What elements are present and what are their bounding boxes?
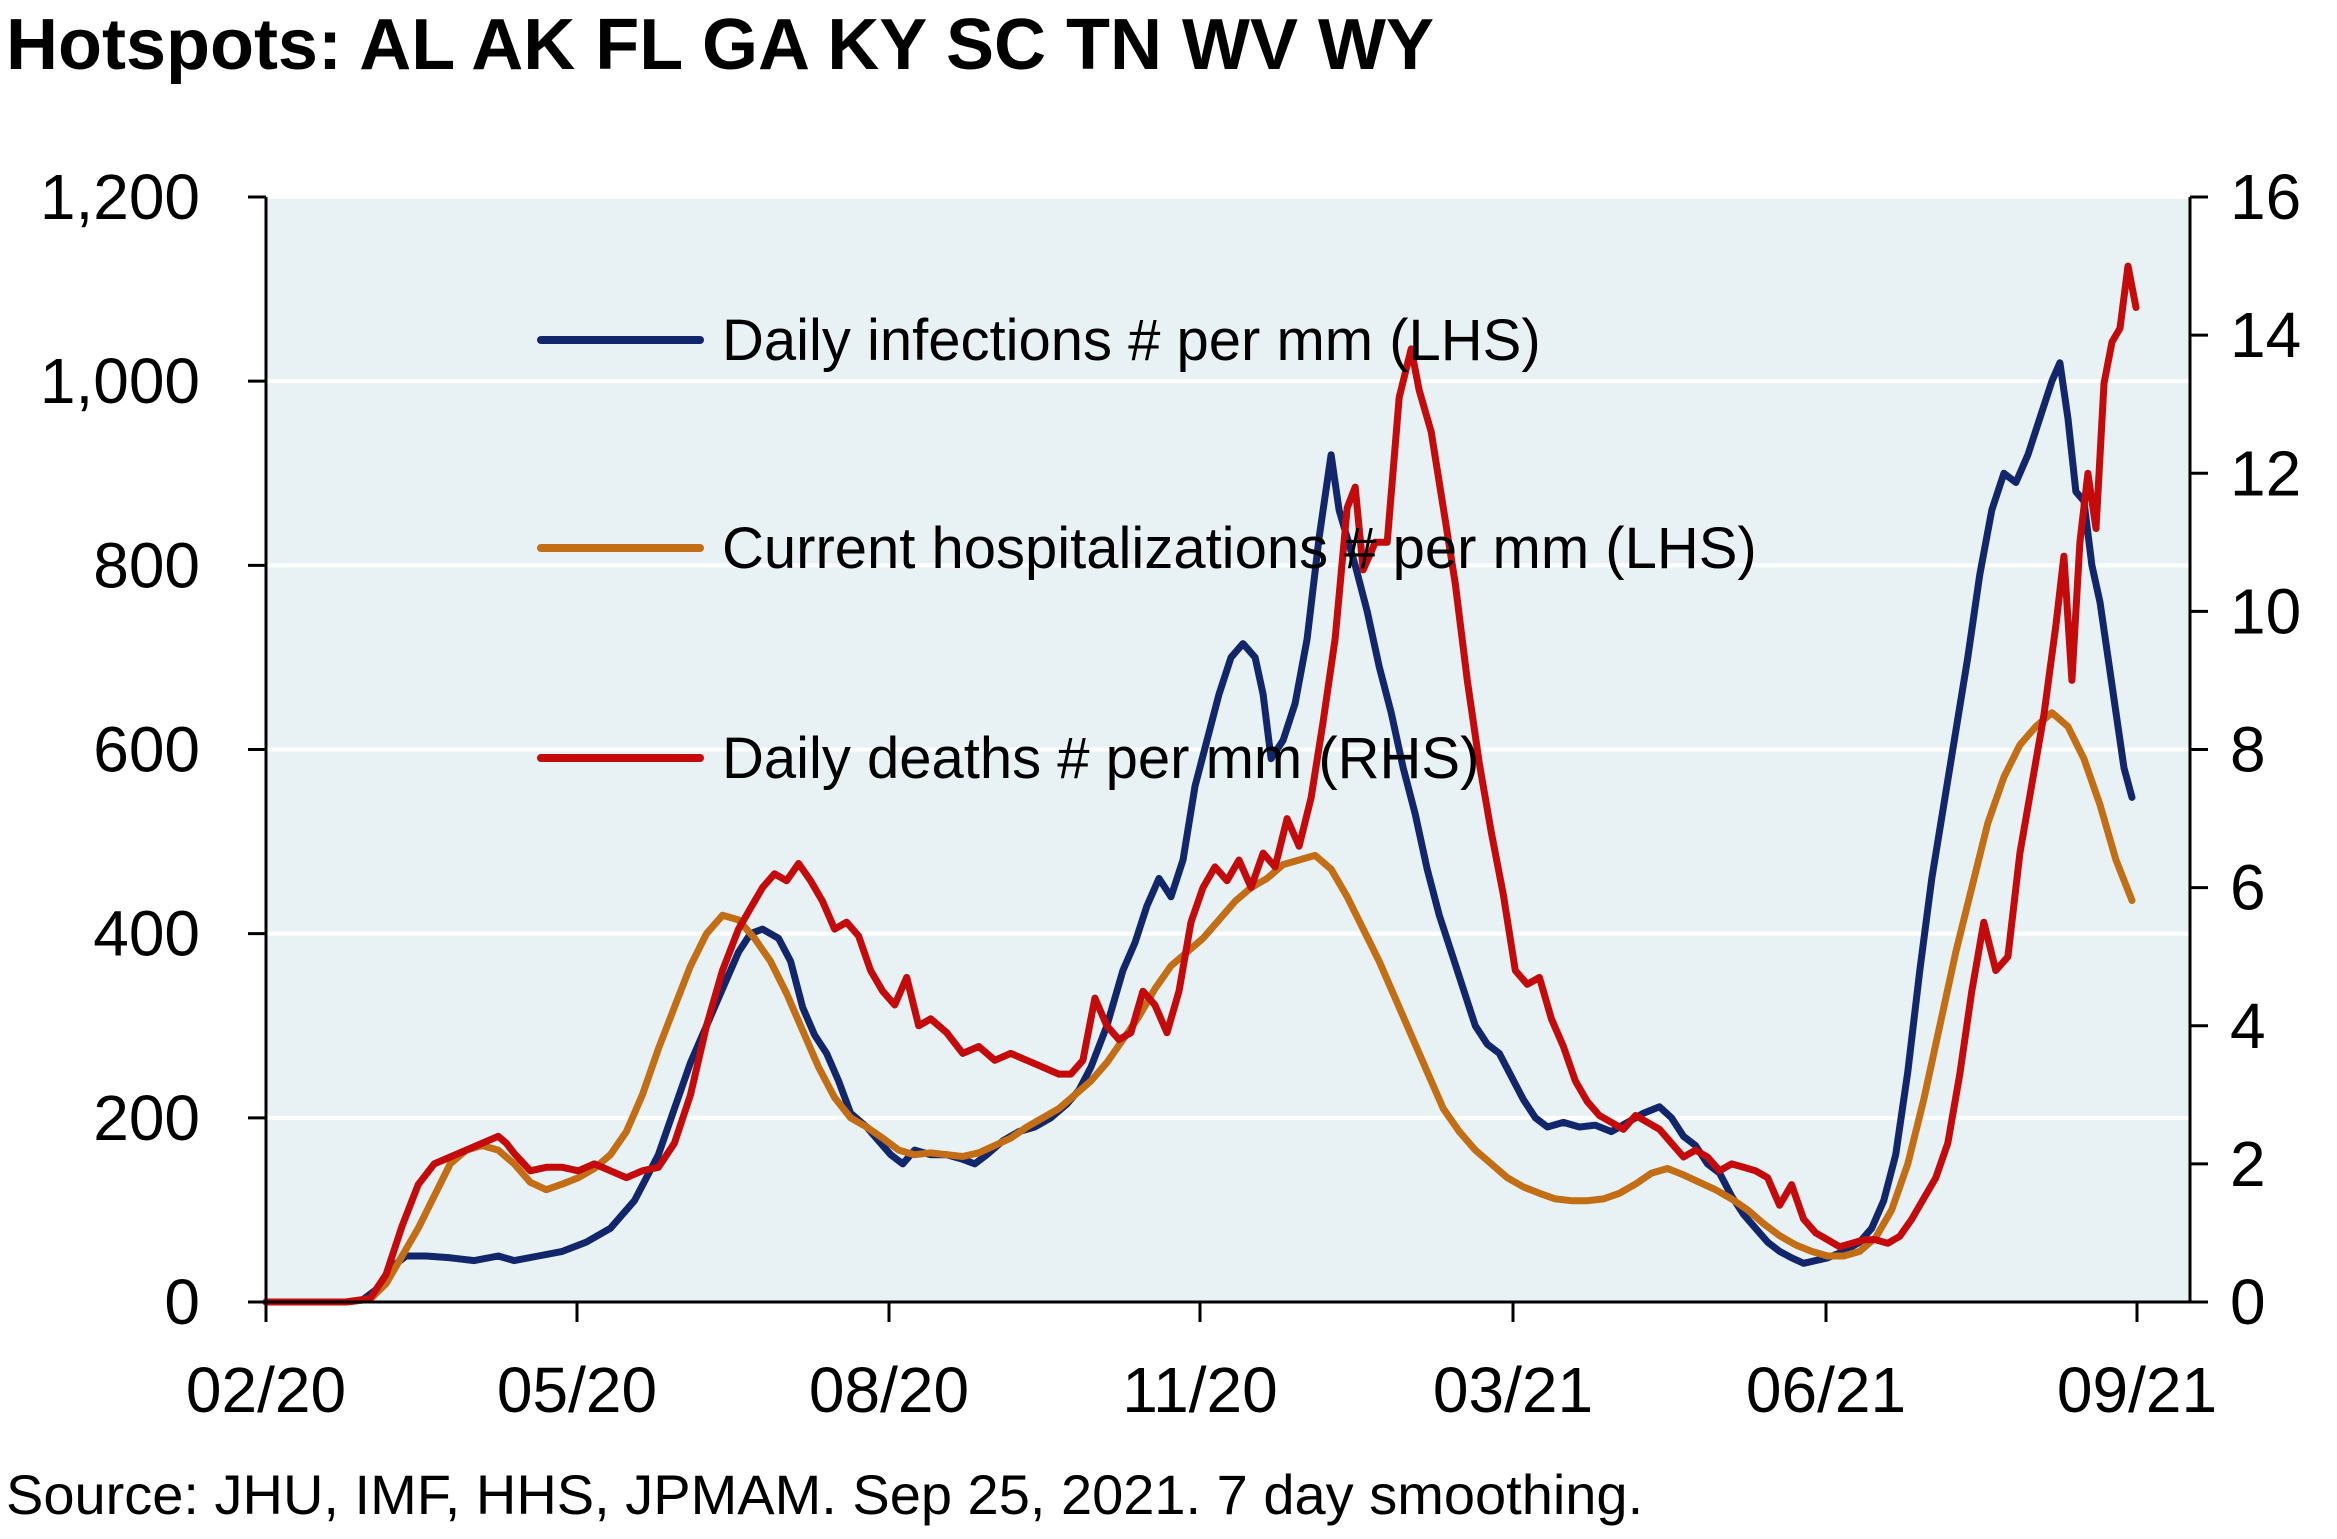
left-tick-label: 800	[93, 529, 200, 601]
left-tick-label: 1,200	[40, 161, 200, 233]
chart-title: Hotspots: AL AK FL GA KY SC TN WV WY	[6, 5, 1434, 85]
right-tick-label: 10	[2230, 575, 2301, 647]
left-tick-label: 1,000	[40, 345, 200, 417]
left-tick-label: 400	[93, 898, 200, 970]
x-tick-label: 11/20	[1122, 1354, 1277, 1426]
right-tick-label: 0	[2230, 1266, 2266, 1338]
right-tick-label: 6	[2230, 852, 2266, 924]
x-tick-label: 09/21	[2057, 1354, 2217, 1426]
right-tick-label: 2	[2230, 1128, 2266, 1200]
series-layer	[262, 262, 2140, 1306]
right-tick-label: 8	[2230, 714, 2266, 786]
source-note: Source: JHU, IMF, HHS, JPMAM. Sep 25, 20…	[6, 1463, 1644, 1526]
left-tick-label: 0	[164, 1266, 200, 1338]
right-tick-label: 4	[2230, 990, 2266, 1062]
x-tick-label: 06/21	[1746, 1354, 1906, 1426]
legend: Daily infections # per mm (LHS) Current h…	[537, 308, 1757, 791]
right-tick-label: 16	[2230, 161, 2301, 233]
legend-label: Daily deaths # per mm (RHS)	[722, 726, 1479, 791]
legend-label: Daily infections # per mm (LHS)	[722, 308, 1541, 373]
series-line-3	[262, 262, 2140, 1306]
x-tick-label: 03/21	[1433, 1354, 1593, 1426]
left-tick-label: 600	[93, 714, 200, 786]
axes: 0 200 400 600 800 1,000 1,200 0 2 4 6 8 10 12 14 16 02/2…	[40, 161, 2301, 1426]
legend-label: Current hospitalizations # per mm (LHS)	[722, 516, 1757, 581]
x-tick-label: 02/20	[186, 1354, 346, 1426]
right-tick-label: 14	[2230, 299, 2301, 371]
series-line-2	[262, 709, 2136, 1306]
gridlines	[266, 195, 2190, 1120]
x-tick-label: 08/20	[809, 1354, 969, 1426]
x-tick-label: 05/20	[497, 1354, 657, 1426]
series-line-1	[262, 359, 2136, 1306]
left-tick-label: 200	[93, 1082, 200, 1154]
right-tick-label: 12	[2230, 437, 2301, 509]
chart: 0 200 400 600 800 1,000 1,200 0 2 4 6 8 10 12 14 16 02/2…	[40, 161, 2301, 1426]
